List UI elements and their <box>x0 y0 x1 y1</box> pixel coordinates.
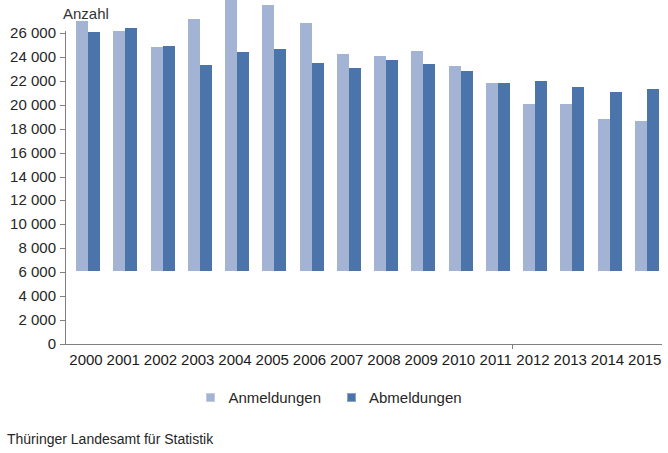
y-tick-mark <box>60 57 65 58</box>
bar-abmeldungen-2005 <box>274 49 286 271</box>
bar-anmeldungen-2001 <box>113 31 125 271</box>
y-tick-label: 12 000 <box>0 191 56 209</box>
bar-anmeldungen-2003 <box>188 19 200 271</box>
x-tick-label: 2001 <box>104 351 142 368</box>
plot-area: 0 2 000 4 000 6 000 8 000 10 000 12 000 14 000 1… <box>0 0 668 380</box>
y-tick-label: 18 000 <box>0 120 56 138</box>
x-tick-label: 2013 <box>551 351 589 368</box>
bar-anmeldungen-2012 <box>523 104 535 271</box>
y-tick-mark <box>60 81 65 82</box>
bar-anmeldungen-2013 <box>560 104 572 271</box>
source-text: Thüringer Landesamt für Statistik <box>7 431 213 447</box>
y-tick-label: 2 000 <box>0 311 56 329</box>
bar-abmeldungen-2007 <box>349 68 361 271</box>
bar-anmeldungen-2009 <box>411 51 423 271</box>
y-tick-label: 26 000 <box>0 24 56 42</box>
bar-anmeldungen-2011 <box>486 83 498 271</box>
x-tick-label: 2006 <box>291 351 329 368</box>
bar-abmeldungen-2014 <box>610 92 622 271</box>
x-axis-line <box>65 344 662 345</box>
y-axis-line <box>65 31 66 345</box>
bar-anmeldungen-2000 <box>76 21 88 271</box>
y-tick-mark <box>60 224 65 225</box>
bar-abmeldungen-2004 <box>237 52 249 271</box>
bar-abmeldungen-2001 <box>125 28 137 271</box>
bar-anmeldungen-2015 <box>635 121 647 271</box>
y-tick-label: 4 000 <box>0 287 56 305</box>
y-tick-label: 24 000 <box>0 48 56 66</box>
y-tick-mark <box>60 177 65 178</box>
y-tick-mark <box>60 272 65 273</box>
x-tick-label: 2010 <box>440 351 478 368</box>
bar-abmeldungen-2003 <box>200 65 212 271</box>
x-tick-label: 2009 <box>402 351 440 368</box>
bar-abmeldungen-2008 <box>386 60 398 271</box>
y-tick-label: 8 000 <box>0 239 56 257</box>
y-tick-mark <box>60 105 65 106</box>
bar-anmeldungen-2002 <box>151 47 163 271</box>
legend-label-abmeldungen: Abmeldungen <box>369 389 462 406</box>
bar-abmeldungen-2012 <box>535 81 547 271</box>
y-tick-label: 22 000 <box>0 72 56 90</box>
y-tick-label: 16 000 <box>0 144 56 162</box>
x-tick-label: 2008 <box>365 351 403 368</box>
x-tick-label: 2007 <box>328 351 366 368</box>
y-tick-mark <box>60 344 65 345</box>
y-tick-mark <box>60 129 65 130</box>
bar-abmeldungen-2015 <box>647 89 659 271</box>
y-tick-label: 6 000 <box>0 263 56 281</box>
y-tick-mark <box>60 33 65 34</box>
x-tick-label: 2000 <box>67 351 105 368</box>
bar-anmeldungen-2014 <box>598 119 610 271</box>
bar-abmeldungen-2000 <box>88 32 100 271</box>
x-tick-label: 2012 <box>514 351 552 368</box>
bar-anmeldungen-2010 <box>449 66 461 271</box>
x-tick-label: 2004 <box>216 351 254 368</box>
x-tick-label: 2003 <box>179 351 217 368</box>
x-tick-label: 2005 <box>253 351 291 368</box>
y-tick-mark <box>60 320 65 321</box>
x-axis-mid-tick <box>512 345 513 349</box>
x-tick-label: 2015 <box>626 351 664 368</box>
x-tick-label: 2014 <box>589 351 627 368</box>
chart-canvas: Anzahl 02 0004 0006 0008 00010 00012 000… <box>0 0 668 453</box>
bar-abmeldungen-2009 <box>423 64 435 271</box>
legend-swatch-abmeldungen-icon <box>347 393 356 402</box>
bar-anmeldungen-2004 <box>225 0 237 271</box>
bar-anmeldungen-2005 <box>262 5 274 271</box>
x-tick-label: 2011 <box>477 351 515 368</box>
y-tick-mark <box>60 200 65 201</box>
bar-abmeldungen-2010 <box>461 71 473 271</box>
bar-abmeldungen-2002 <box>163 46 175 271</box>
legend-item-abmeldungen: Abmeldungen <box>347 389 462 406</box>
bar-abmeldungen-2011 <box>498 83 510 271</box>
y-tick-mark <box>60 248 65 249</box>
y-tick-label: 10 000 <box>0 215 56 233</box>
y-tick-label: 0 <box>0 335 56 353</box>
bar-abmeldungen-2006 <box>312 63 324 271</box>
legend-item-anmeldungen: Anmeldungen <box>206 389 321 406</box>
bar-anmeldungen-2008 <box>374 56 386 271</box>
y-tick-mark <box>60 296 65 297</box>
bar-anmeldungen-2006 <box>300 23 312 271</box>
x-tick-label: 2002 <box>142 351 180 368</box>
legend-swatch-anmeldungen-icon <box>206 393 215 402</box>
y-tick-label: 20 000 <box>0 96 56 114</box>
bar-abmeldungen-2013 <box>572 87 584 271</box>
y-tick-mark <box>60 153 65 154</box>
bar-anmeldungen-2007 <box>337 54 349 271</box>
y-tick-label: 14 000 <box>0 168 56 186</box>
legend-label-anmeldungen: Anmeldungen <box>228 389 321 406</box>
legend: Anmeldungen Abmeldungen <box>0 388 668 406</box>
